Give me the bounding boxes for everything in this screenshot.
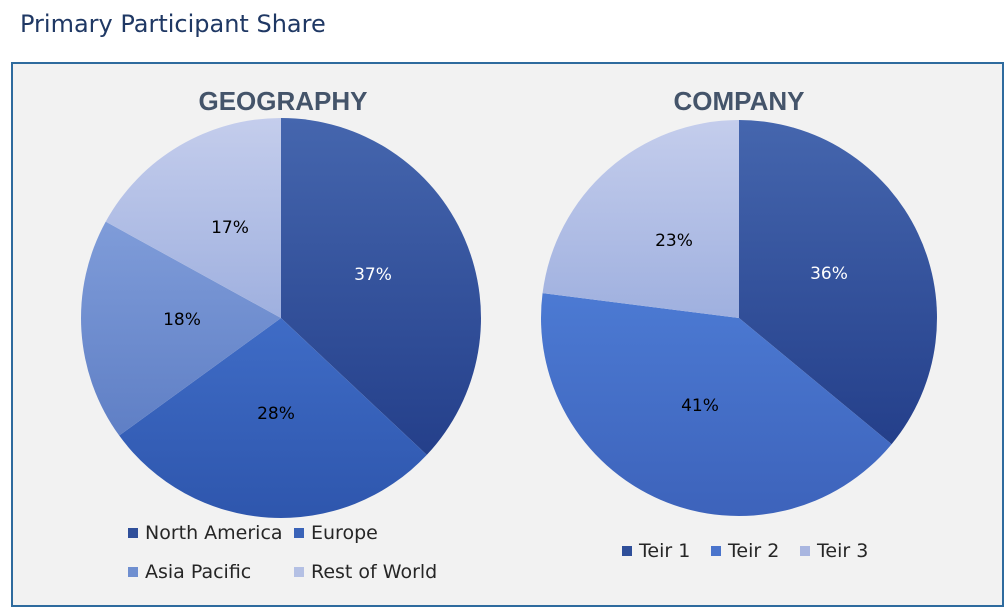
company-legend-label-teir-1: Teir 1 (638, 540, 690, 562)
company-pie: COMPANY 36% 41% 23% Teir 1 Teir 2 Teir 3 (540, 86, 937, 562)
geography-data-label-asia-pacific: 18% (163, 310, 201, 330)
geography-legend-swatch-rest-of-world (294, 567, 304, 577)
geography-legend-label-rest-of-world: Rest of World (311, 561, 437, 583)
geography-slice-rest-of-world (105, 117, 282, 318)
company-slice-teir-3 (542, 119, 739, 318)
company-data-label-teir-1: 36% (810, 264, 848, 284)
company-pie-title: COMPANY (674, 86, 805, 116)
geography-pie-title: GEOGRAPHY (198, 86, 367, 116)
geography-legend-swatch-asia-pacific (128, 567, 138, 577)
geography-legend-label-asia-pacific: Asia Pacific (145, 561, 251, 583)
company-legend-label-teir-2: Teir 2 (727, 540, 779, 562)
geography-legend-swatch-europe (294, 528, 304, 538)
geography-data-label-north-america: 37% (354, 265, 392, 285)
company-slice-teir-1 (739, 120, 937, 445)
geography-legend-swatch-north-america (128, 528, 138, 538)
geography-slice-north-america (281, 118, 481, 455)
company-legend-swatch-teir-2 (711, 546, 721, 556)
company-slice-teir-2 (540, 293, 892, 517)
company-legend-label-teir-3: Teir 3 (816, 540, 868, 562)
geography-data-label-rest-of-world: 17% (211, 218, 249, 238)
geography-data-label-europe: 28% (257, 404, 295, 424)
geography-pie: GEOGRAPHY 37% 28% 18% 17% North America Europe… (81, 86, 481, 583)
geography-legend-label-europe: Europe (311, 522, 378, 544)
company-data-label-teir-2: 41% (681, 396, 719, 416)
company-legend-swatch-teir-3 (800, 546, 810, 556)
geography-slice-asia-pacific (81, 221, 281, 436)
geography-legend-label-north-america: North America (145, 522, 283, 544)
company-data-label-teir-3: 23% (655, 231, 693, 251)
company-legend-swatch-teir-1 (622, 546, 632, 556)
page-title: Primary Participant Share (20, 10, 326, 38)
geography-slice-europe (119, 318, 427, 518)
